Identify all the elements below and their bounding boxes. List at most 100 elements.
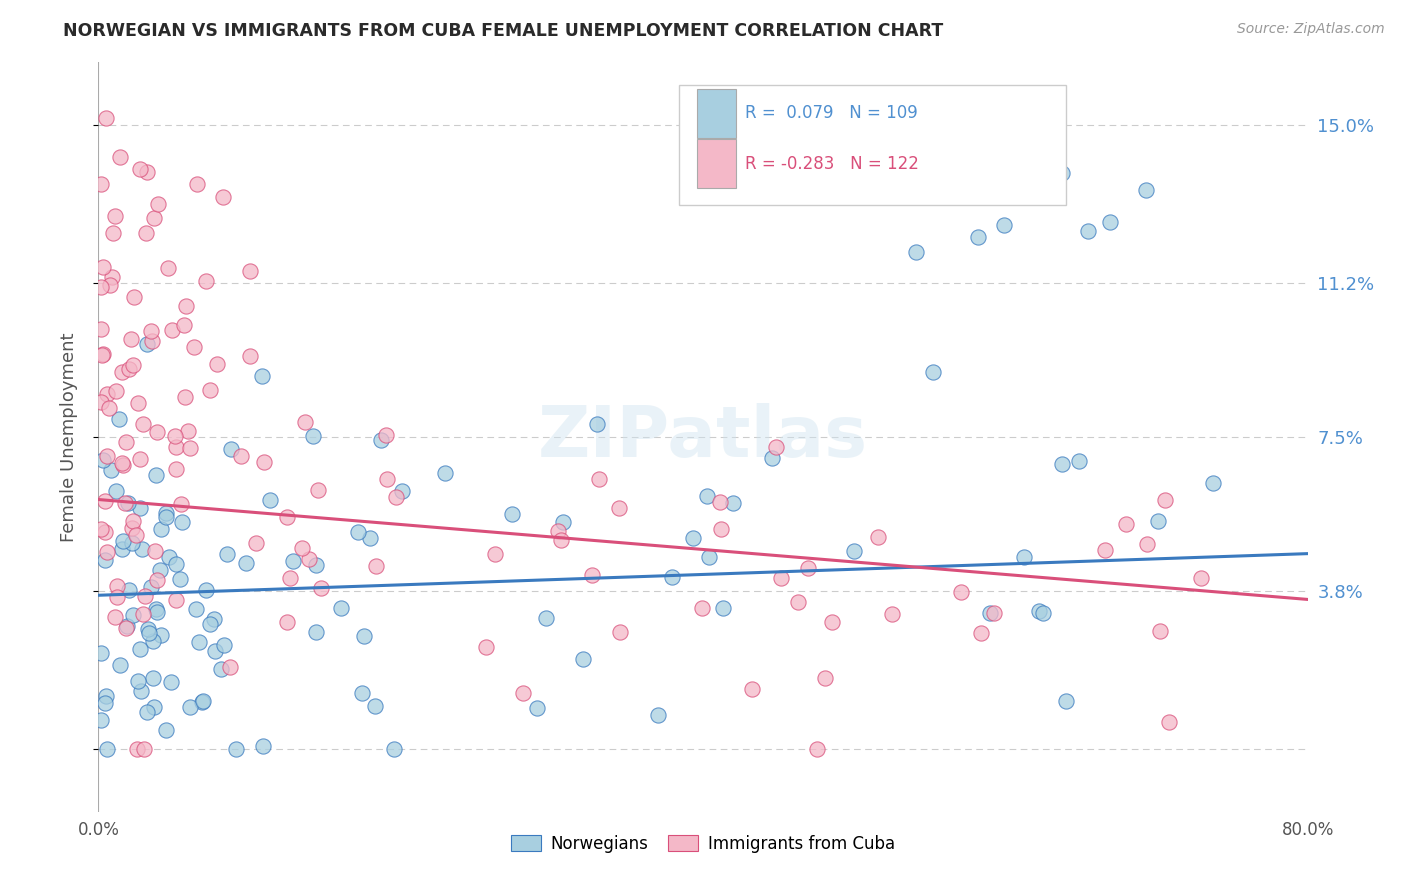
Point [551,515,574,529]
Point [253,455,276,469]
Point [484,547,506,561]
Point [111,534,134,549]
Point [105,590,128,604]
Point [165,461,187,475]
Point [1149,624,1171,639]
Point [842,544,865,558]
Point [120,332,142,346]
Point [115,435,138,450]
Point [239,264,262,278]
Point [1135,183,1157,197]
Point [375,472,398,486]
Point [155,723,177,738]
Point [170,515,193,529]
Point [239,349,262,363]
Point [145,602,167,616]
Point [121,535,143,549]
FancyBboxPatch shape [697,89,735,137]
Point [135,226,157,240]
Point [142,634,165,648]
Point [967,230,990,244]
Point [1052,457,1074,471]
Point [1153,492,1175,507]
Text: Source: ZipAtlas.com: Source: ZipAtlas.com [1237,22,1385,37]
Point [136,622,159,636]
Point [105,483,128,498]
Point [93,553,115,567]
Point [139,580,162,594]
Point [330,600,353,615]
Point [278,571,301,585]
Point [165,593,187,607]
Y-axis label: Female Unemployment: Female Unemployment [59,333,77,541]
Point [235,556,257,570]
Point [111,542,134,557]
Point [252,368,274,383]
Point [231,449,253,463]
Point [94,690,117,704]
Point [136,705,159,719]
Point [135,337,157,351]
Point [1136,537,1159,551]
Point [114,495,136,509]
Point [814,671,837,685]
Point [391,483,413,498]
Point [108,658,131,673]
Point [91,260,114,274]
Point [202,612,225,626]
Point [122,290,145,304]
Point [1012,549,1035,564]
Point [190,695,212,709]
Point [741,682,763,697]
Point [302,428,325,442]
Point [165,440,187,454]
Point [1159,714,1181,729]
Point [183,341,205,355]
Point [218,660,240,674]
Point [121,514,143,528]
Point [723,496,745,510]
FancyBboxPatch shape [697,139,735,188]
Point [195,582,218,597]
Point [252,739,274,753]
Point [148,197,170,211]
Point [209,663,232,677]
Point [165,558,187,572]
Point [682,531,704,545]
Point [159,674,181,689]
Point [155,509,177,524]
Point [787,595,810,609]
Point [547,524,569,538]
Point [145,467,167,482]
Point [588,472,610,486]
Point [184,602,207,616]
Point [170,498,193,512]
Point [127,396,149,410]
Point [110,365,132,379]
Point [169,572,191,586]
Point [922,365,945,379]
Point [93,453,115,467]
Point [91,348,114,362]
Point [111,456,134,470]
Point [129,683,152,698]
Point [204,644,226,658]
Point [146,605,169,619]
Point [179,441,201,455]
Point [1028,604,1050,618]
Point [129,161,152,176]
Point [186,177,208,191]
Point [696,489,718,503]
Point [1094,542,1116,557]
Point [1032,606,1054,620]
Point [174,390,197,404]
Point [305,558,328,572]
Point [534,611,557,625]
Point [157,550,180,565]
Point [142,671,165,685]
Point [215,547,238,561]
Point [145,543,167,558]
Point [90,178,112,192]
Point [155,506,177,520]
Point [609,624,631,639]
